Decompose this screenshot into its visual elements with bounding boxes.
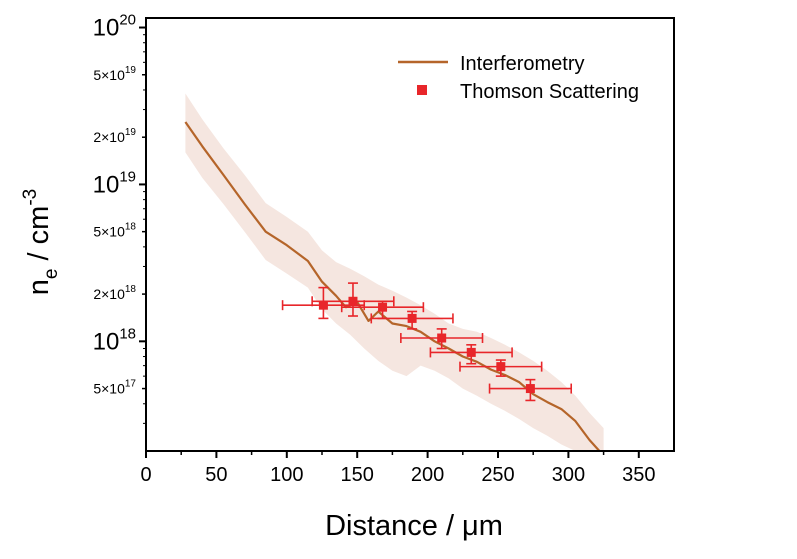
legend-thomson-label: Thomson Scattering (460, 81, 639, 103)
thomson-point-5 (400, 328, 484, 350)
y-tick-base: 5×10 (93, 381, 125, 397)
y-tick-exponent: 18 (125, 284, 137, 295)
y-axis-title-sub: e (41, 269, 62, 280)
thomson-marker (466, 347, 476, 357)
y-axis-title-mid: / cm (23, 206, 55, 269)
y-tick-base: 10 (93, 171, 120, 198)
legend-interferometry-label: Interferometry (460, 53, 584, 75)
interferometry-uncertainty-band (185, 93, 604, 451)
y-major-tick-label: 1018 (93, 325, 136, 355)
plot-frame (145, 17, 675, 452)
thomson-point-4 (370, 310, 454, 330)
thomson-marker (318, 300, 328, 310)
thomson-marker (525, 384, 535, 394)
thomson-marker (348, 296, 358, 306)
y-tick-base: 10 (93, 328, 120, 355)
y-tick-exponent: 20 (119, 12, 136, 29)
y-minor-tick-label: 5×1018 (93, 222, 136, 240)
y-minor-tick-label: 5×1017 (93, 379, 136, 397)
y-axis-title-sup: -3 (20, 189, 41, 206)
x-axis-title: Distance / μm (325, 510, 503, 542)
x-tick-label: 50 (205, 464, 227, 486)
thomson-marker (437, 333, 447, 343)
x-tick-label: 0 (140, 464, 151, 486)
thomson-marker (407, 313, 417, 323)
thomson-point-6 (429, 344, 513, 365)
y-tick-base: 2×10 (93, 286, 125, 302)
y-tick-exponent: 19 (125, 65, 137, 76)
y-tick-exponent: 19 (119, 168, 136, 185)
thomson-point-7 (459, 359, 543, 377)
y-tick-base: 2×10 (93, 129, 125, 145)
x-tick-label: 100 (270, 464, 303, 486)
y-axis-title-base: n (23, 279, 55, 295)
thomson-marker (378, 302, 388, 312)
x-tick-label: 300 (552, 464, 585, 486)
y-major-tick-label: 1020 (93, 12, 136, 42)
x-axis: 0 50 100 150 200 250 300 350 (140, 451, 655, 486)
thomson-points-layer (281, 282, 573, 402)
y-major-tick-label: 1019 (93, 168, 136, 198)
y-axis: 1018101910205×10172×10185×10182×10195×10… (93, 12, 146, 424)
y-tick-exponent: 19 (125, 127, 137, 138)
x-tick-label: 250 (481, 464, 514, 486)
y-tick-base: 5×10 (93, 67, 125, 83)
legend: Interferometry Thomson Scattering (398, 53, 639, 103)
x-tick-label: 200 (411, 464, 444, 486)
y-minor-tick-label: 2×1018 (93, 284, 136, 302)
thomson-point-8 (488, 378, 573, 402)
y-tick-base: 5×10 (93, 224, 125, 240)
y-tick-exponent: 18 (119, 325, 136, 342)
uncertainty-band-layer (185, 93, 604, 451)
y-minor-tick-label: 2×1019 (93, 127, 136, 145)
y-minor-tick-label: 5×1019 (93, 65, 136, 83)
thomson-marker (496, 362, 506, 372)
thomson-point-3 (340, 300, 425, 320)
y-tick-exponent: 17 (125, 379, 137, 390)
legend-thomson-swatch (417, 85, 427, 95)
y-tick-exponent: 18 (125, 222, 137, 233)
y-axis-title: ne / cm-3 (20, 189, 62, 295)
y-tick-base: 10 (93, 15, 120, 42)
x-tick-label: 150 (341, 464, 374, 486)
interferometry-line (184, 121, 601, 451)
x-tick-label: 350 (622, 464, 655, 486)
interferometry-layer (184, 121, 601, 451)
